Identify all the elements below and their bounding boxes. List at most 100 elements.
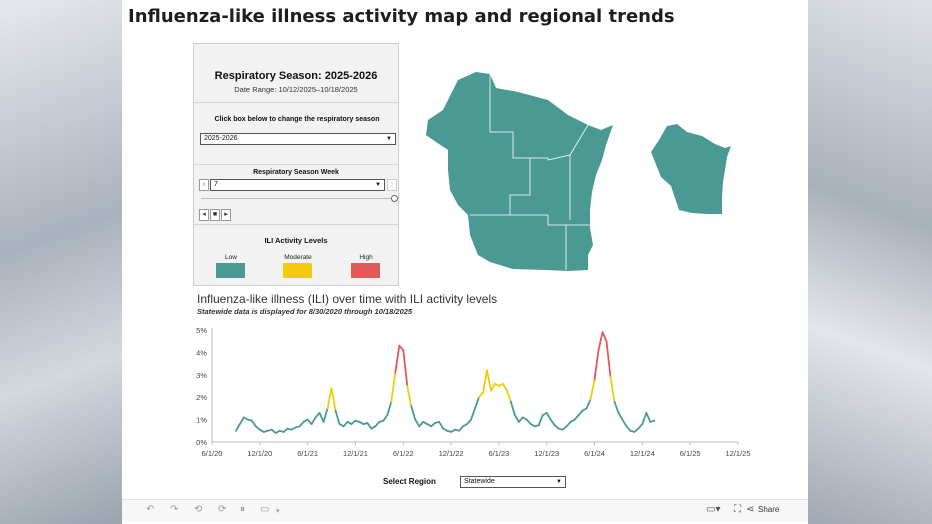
control-panel: Respiratory Season: 2025-2026 Date Range… (193, 43, 399, 286)
ili-line-segment (486, 369, 492, 392)
x-tick-label: 12/1/25 (725, 449, 750, 458)
ili-line-segment (374, 420, 381, 428)
week-slider-track[interactable] (201, 198, 391, 199)
ili-line-segment (525, 418, 532, 425)
ili-line-segment (250, 419, 257, 428)
y-tick-label: 4% (196, 348, 207, 357)
device-icon[interactable]: ▭▾ (706, 504, 721, 515)
ili-line-segment (513, 414, 520, 423)
view-icon[interactable]: ▭ (260, 504, 270, 515)
x-tick-label: 6/1/23 (488, 449, 509, 458)
date-range: Date Range: 10/12/2025–10/18/2025 (234, 85, 358, 94)
region-select[interactable]: Statewide ▼ (460, 476, 566, 488)
fullscreen-icon[interactable]: ⛶ (734, 504, 741, 515)
x-tick-label: 6/1/21 (297, 449, 318, 458)
chevron-down-icon: ▼ (375, 182, 381, 188)
ili-line-segment (625, 425, 632, 432)
x-tick-label: 12/1/24 (630, 449, 655, 458)
ili-line-segment (410, 405, 417, 421)
revert-icon[interactable]: ⟲ (194, 504, 203, 515)
background-right (808, 0, 932, 524)
week-select[interactable]: 7 ▼ (210, 179, 385, 191)
y-tick-label: 1% (196, 416, 207, 425)
ili-line-segment (641, 411, 648, 425)
playback-stop-button[interactable]: ■ (210, 209, 220, 221)
y-tick-label: 3% (196, 371, 207, 380)
ili-line-segment (617, 411, 624, 421)
change-season-label: Click box below to change the respirator… (214, 116, 380, 123)
ili-line-segment (342, 420, 349, 428)
ili-line-chart: 0% 1% 2% 3% 4% 5% 6/1/20 12/1/20 6/1/21 12/1/21 6/… (196, 326, 750, 458)
ili-line-segment (601, 331, 608, 343)
ili-line-segment (402, 349, 409, 387)
x-tick-label: 6/1/24 (584, 449, 605, 458)
ili-line-segment (310, 416, 317, 425)
playback-forward-button[interactable]: ▸ (221, 209, 231, 221)
y-tick-label: 0% (196, 438, 207, 447)
week-next-button[interactable]: › (387, 179, 397, 191)
redo-icon[interactable]: ↷ (170, 504, 179, 515)
ili-line-segment (314, 411, 321, 419)
level-moderate-swatch (283, 263, 312, 278)
ili-line-segment (573, 414, 580, 421)
ili-line-segment (394, 344, 401, 374)
x-tick-label: 6/1/22 (393, 449, 414, 458)
x-tick-label: 12/1/20 (247, 449, 272, 458)
ili-line-segment (390, 371, 397, 403)
inset-state (651, 124, 731, 214)
ili-line-segment (238, 416, 245, 425)
undo-icon[interactable]: ↶ (146, 504, 155, 515)
level-high-label: High (359, 254, 373, 261)
ili-line-segment (330, 387, 337, 412)
season-header-section (194, 44, 398, 103)
level-high-swatch (351, 263, 380, 278)
season-select[interactable]: 2025-2026 ▼ (200, 133, 396, 145)
share-button[interactable]: Share (758, 505, 780, 514)
ili-line-segment (609, 376, 616, 403)
week-label: Respiratory Season Week (253, 169, 339, 176)
ili-line-segment (306, 418, 313, 425)
refresh-icon[interactable]: ⟳ (218, 504, 227, 515)
ili-line-segment (589, 378, 596, 401)
level-moderate-label: Moderate (284, 254, 312, 261)
ili-line-segment (470, 407, 476, 421)
ili-line-segment (398, 344, 405, 352)
map-region[interactable] (426, 72, 613, 271)
chevron-down-icon: ▼ (556, 479, 562, 485)
ili-line-segment (517, 416, 524, 423)
ili-line-segment (322, 407, 329, 423)
ili-line-segment (466, 418, 472, 425)
week-prev-button[interactable]: ‹ (199, 179, 209, 191)
ili-line-segment (565, 420, 572, 428)
ili-line-segment (458, 425, 464, 432)
chart-title: Influenza-like illness (ILI) over time w… (197, 292, 498, 306)
ili-line-segment (645, 411, 652, 423)
ili-line-segment (366, 422, 373, 430)
chevron-down-icon: ▼ (386, 136, 392, 142)
ili-line-segment (505, 389, 512, 403)
playback-back-button[interactable]: ◂ (199, 209, 209, 221)
pause-icon[interactable]: ⏸ (240, 504, 245, 515)
ili-line-segment (406, 385, 413, 408)
x-tick-label: 6/1/25 (680, 449, 701, 458)
wisconsin-inset-map (651, 124, 731, 214)
ili-line-segment (545, 411, 552, 421)
ili-line-segment (478, 391, 484, 399)
ili-line-segment (585, 398, 592, 410)
ili-line-segment (537, 414, 544, 427)
ili-line-segment (649, 419, 656, 423)
week-slider-handle[interactable] (391, 195, 398, 202)
ili-line-segment (482, 369, 488, 394)
ili-line-segment (637, 423, 644, 430)
ili-line-segment (318, 411, 325, 423)
x-tick-label: 12/1/22 (439, 449, 464, 458)
x-tick-label: 12/1/23 (534, 449, 559, 458)
week-section (194, 165, 398, 225)
share-icon[interactable]: ⋖ (746, 504, 755, 515)
select-region-label: Select Region (383, 477, 436, 486)
ili-line-segment (501, 382, 508, 392)
ili-line-segment (549, 418, 556, 427)
ili-line-segment (326, 387, 333, 410)
chart-subtitle: Statewide data is displayed for 8/30/202… (197, 307, 413, 316)
chevron-down-icon[interactable]: ▾ (276, 508, 280, 515)
